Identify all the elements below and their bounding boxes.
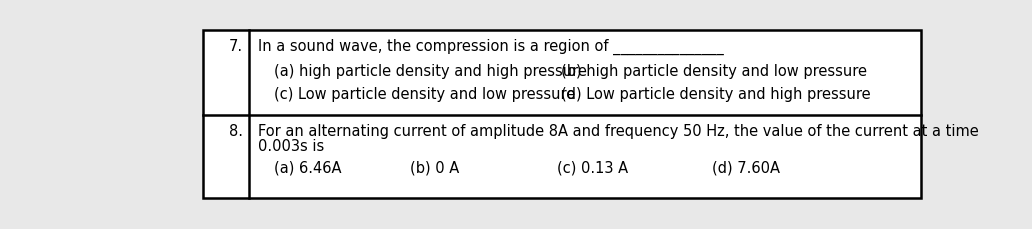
Text: For an alternating current of amplitude 8A and frequency 50 Hz, the value of the: For an alternating current of amplitude … <box>258 123 979 138</box>
Text: (a) 6.46A: (a) 6.46A <box>273 160 342 175</box>
Text: (a) high particle density and high pressure: (a) high particle density and high press… <box>273 63 587 79</box>
Text: 7.: 7. <box>229 39 243 54</box>
Text: (b) 0 A: (b) 0 A <box>410 160 459 175</box>
Text: 0.003s is: 0.003s is <box>258 139 325 154</box>
Text: In a sound wave, the compression is a region of _______________: In a sound wave, the compression is a re… <box>258 39 724 55</box>
Text: (b) high particle density and low pressure: (b) high particle density and low pressu… <box>560 63 867 79</box>
Text: (d) Low particle density and high pressure: (d) Low particle density and high pressu… <box>560 87 870 101</box>
Text: (c) 0.13 A: (c) 0.13 A <box>557 160 627 175</box>
Text: (c) Low particle density and low pressure: (c) Low particle density and low pressur… <box>273 87 575 101</box>
Text: 8.: 8. <box>229 123 243 138</box>
Text: (d) 7.60A: (d) 7.60A <box>712 160 780 175</box>
Bar <box>202 31 921 198</box>
